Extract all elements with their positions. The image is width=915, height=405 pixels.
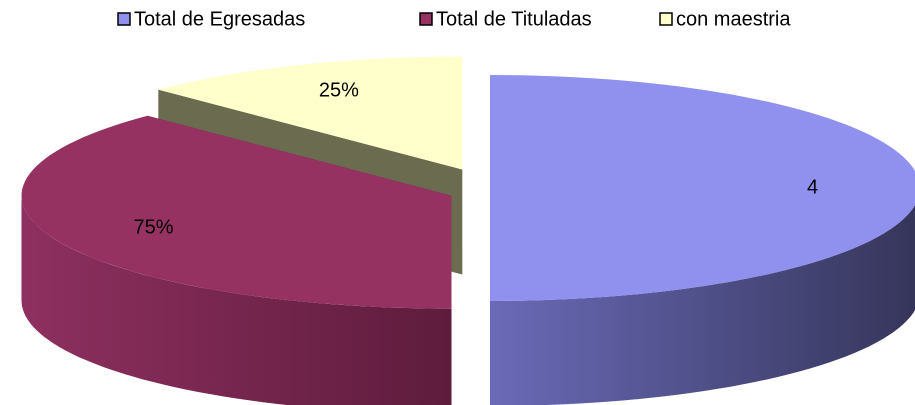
data-label: 75% — [134, 216, 174, 238]
legend-label: Total de Egresadas — [134, 8, 305, 30]
legend-label: con maestria — [676, 8, 791, 30]
data-label: 25% — [319, 80, 359, 102]
slice — [21, 115, 452, 309]
data-label: 4 — [807, 176, 818, 198]
slice-side — [490, 205, 915, 405]
slice-side — [21, 195, 452, 405]
legend-swatch — [659, 12, 673, 26]
slice — [158, 56, 463, 170]
legend-label: Total de Tituladas — [436, 8, 592, 30]
legend-swatch — [419, 12, 433, 26]
legend-swatch — [117, 12, 131, 26]
slice — [490, 75, 915, 301]
